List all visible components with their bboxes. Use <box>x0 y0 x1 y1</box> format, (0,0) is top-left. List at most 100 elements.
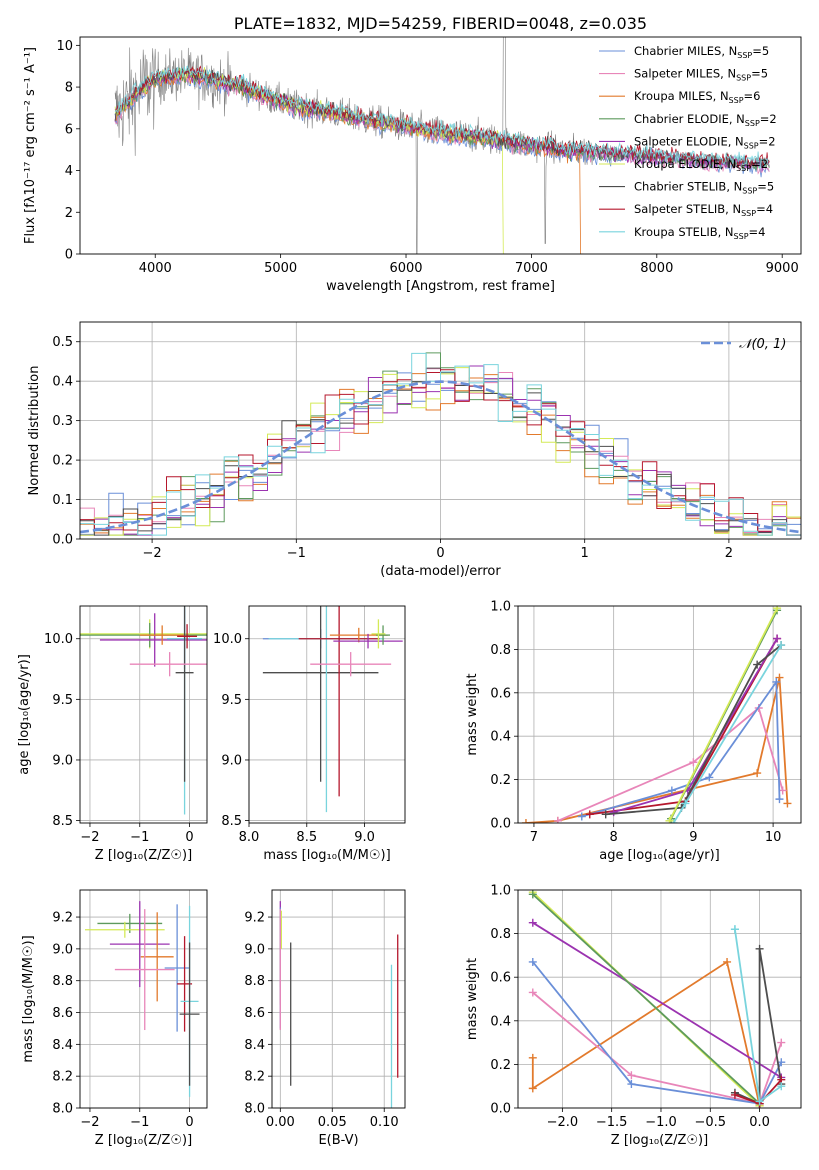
weight-point-marker <box>577 812 586 821</box>
weight-point-marker <box>783 799 792 808</box>
x-tick-label: −1 <box>130 830 149 845</box>
y-tick-label: 9.0 <box>221 753 242 768</box>
plot-area <box>521 606 792 823</box>
legend-entry: Kroupa STELIB, NSSP=4 <box>634 225 765 241</box>
legend-entry: Salpeter MILES, NSSP=5 <box>634 67 768 83</box>
x-tick-label: −1.0 <box>645 1115 677 1130</box>
axes: −2 −1 0 8.5 9.0 9.5 10.0 Z [log₁₀(Z/Z☉)] age [lo… <box>17 632 194 863</box>
residual-histogram <box>80 369 801 536</box>
weight-point-marker <box>528 1053 537 1062</box>
legend-entry: Chabrier MILES, NSSP=5 <box>634 44 769 60</box>
grid-lines <box>518 605 801 824</box>
plot-area <box>80 606 207 815</box>
y-tick-label: 10 <box>56 39 73 54</box>
grid-lines <box>80 890 207 1109</box>
x-tick-label: 6000 <box>389 261 422 276</box>
legend-label: Salpeter ELODIE, N <box>634 134 744 148</box>
residual-histogram <box>80 352 801 536</box>
legend-subscript: SSP <box>741 209 756 218</box>
legend-subscript: SSP <box>736 74 751 83</box>
x-axis-label: Z [log₁₀(Z/Z☉)] <box>611 1133 708 1148</box>
legend-label: Salpeter MILES, N <box>634 67 736 81</box>
mass-weight-vs-metallicity-panel: −2.0 −1.5 −1.0 −0.5 0.0 0.0 0.2 0.4 0.6 0.8 1.0 Z [… <box>465 884 802 1149</box>
legend-value: =2 <box>751 157 768 171</box>
legend-label: Kroupa ELODIE, N <box>634 157 736 171</box>
y-tick-label: 8.6 <box>52 1006 73 1021</box>
x-tick-label: 0.10 <box>370 1115 399 1130</box>
legend-label: Chabrier STELIB, N <box>634 180 742 194</box>
x-tick-label: 0.0 <box>749 1115 770 1130</box>
x-axis-label: wavelength [Angstrom, rest frame] <box>326 279 555 294</box>
model-spectrum-line <box>114 67 507 254</box>
x-tick-label: 4000 <box>139 261 172 276</box>
weight-point-marker <box>528 918 537 927</box>
weight-series-line <box>672 644 782 823</box>
axes: −2.0 −1.5 −1.0 −0.5 0.0 0.0 0.2 0.4 0.6 0.8 1.0 Z [… <box>465 884 770 1149</box>
weight-series-line <box>532 893 761 1105</box>
y-tick-label: 8.8 <box>244 974 265 989</box>
y-tick-label: 9.2 <box>52 911 73 926</box>
legend-entry: Chabrier ELODIE, NSSP=2 <box>634 112 777 128</box>
x-tick-label: 0 <box>436 546 444 561</box>
x-axis-label: age [log₁₀(age/yr)] <box>599 848 720 863</box>
y-tick-label: 0.5 <box>52 335 73 350</box>
y-tick-label: 9.5 <box>221 693 242 708</box>
y-tick-label: 0.8 <box>490 643 511 658</box>
weight-point-marker <box>772 677 781 686</box>
legend-entry: Chabrier STELIB, NSSP=5 <box>634 180 774 196</box>
legend-entry: Salpeter STELIB, NSSP=4 <box>634 202 773 218</box>
y-tick-label: 0.8 <box>490 927 511 942</box>
legend-label: Chabrier MILES, N <box>634 44 737 58</box>
y-tick-label: 0.4 <box>52 375 73 390</box>
weight-point-marker <box>601 810 610 819</box>
legend-value: =2 <box>760 112 777 126</box>
legend-label: Kroupa STELIB, N <box>634 225 734 239</box>
age-vs-metallicity-panel: −2 −1 0 8.5 9.0 9.5 10.0 Z [log₁₀(Z/Z☉)] age [lo… <box>17 605 208 863</box>
y-tick-label: 8 <box>65 81 73 96</box>
mass-weight-vs-age-panel: 7 8 9 10 0.0 0.2 0.4 0.6 0.8 1.0 age [log₁₀(age/yr… <box>465 600 802 864</box>
legend-subscript: SSP <box>742 187 757 196</box>
x-axis-label: Z [log₁₀(Z/Z☉)] <box>95 848 192 863</box>
y-tick-label: 9.2 <box>244 911 265 926</box>
axes-frame <box>517 605 802 824</box>
legend-entry: 𝒩(0, 1) <box>739 337 786 352</box>
weight-point-marker <box>609 808 618 817</box>
x-tick-label: −2.0 <box>547 1115 579 1130</box>
weight-point-marker <box>627 1071 636 1080</box>
weight-point-marker <box>775 795 784 804</box>
weight-series-line <box>532 921 782 1079</box>
weight-point-marker <box>773 606 782 613</box>
weight-point-marker <box>777 1038 786 1047</box>
y-tick-label: 8.4 <box>52 1038 73 1053</box>
legend-entry: Kroupa MILES, NSSP=6 <box>634 89 760 105</box>
y-axis-label: mass weight <box>465 673 480 755</box>
axes-frame <box>248 605 406 824</box>
spectrum-panel: 4000 5000 6000 7000 8000 9000 0 2 4 6 8 10 wavelengt… <box>23 14 802 294</box>
y-tick-label: 8.8 <box>52 974 73 989</box>
legend-entry: Kroupa ELODIE, NSSP=2 <box>634 157 768 173</box>
legend-value: =5 <box>752 44 769 58</box>
chart-title: PLATE=1832, MJD=54259, FIBERID=0048, z=0… <box>234 14 647 33</box>
axes: 7 8 9 10 0.0 0.2 0.4 0.6 0.8 1.0 age [log₁₀(age/yr… <box>465 600 781 864</box>
y-tick-label: 8.2 <box>244 1070 265 1085</box>
weight-point-marker <box>681 799 690 808</box>
mass-vs-metallicity-panel: −2 −1 0 8.0 8.2 8.4 8.6 8.8 9.0 9.2 Z [log₁₀(Z/Z☉)… <box>21 889 208 1148</box>
y-tick-label: 0 <box>65 248 73 263</box>
mass-vs-extinction-panel: 0.00 0.05 0.10 8.0 8.2 8.4 8.6 8.8 9.0 9.2 E(B-V) <box>244 889 406 1148</box>
x-tick-label: 2 <box>725 546 733 561</box>
y-tick-label: 0.0 <box>490 1102 511 1117</box>
x-tick-label: −0.5 <box>694 1115 726 1130</box>
axes: −2 −1 0 8.0 8.2 8.4 8.6 8.8 9.0 9.2 Z [log₁₀(Z/Z☉)… <box>21 911 194 1148</box>
y-tick-label: 10.0 <box>213 632 242 647</box>
y-tick-label: 8.5 <box>221 814 242 829</box>
legend-label: Salpeter STELIB, N <box>634 202 741 216</box>
legend-subscript: SSP <box>737 51 752 60</box>
y-tick-label: 8.6 <box>244 1006 265 1021</box>
axes-frame <box>79 36 802 255</box>
y-tick-label: 4 <box>65 164 73 179</box>
model-spectrum-line <box>114 65 770 170</box>
x-tick-label: −2 <box>143 546 162 561</box>
axes: 0.00 0.05 0.10 8.0 8.2 8.4 8.6 8.8 9.0 9.2 E(B-V) <box>244 911 398 1148</box>
